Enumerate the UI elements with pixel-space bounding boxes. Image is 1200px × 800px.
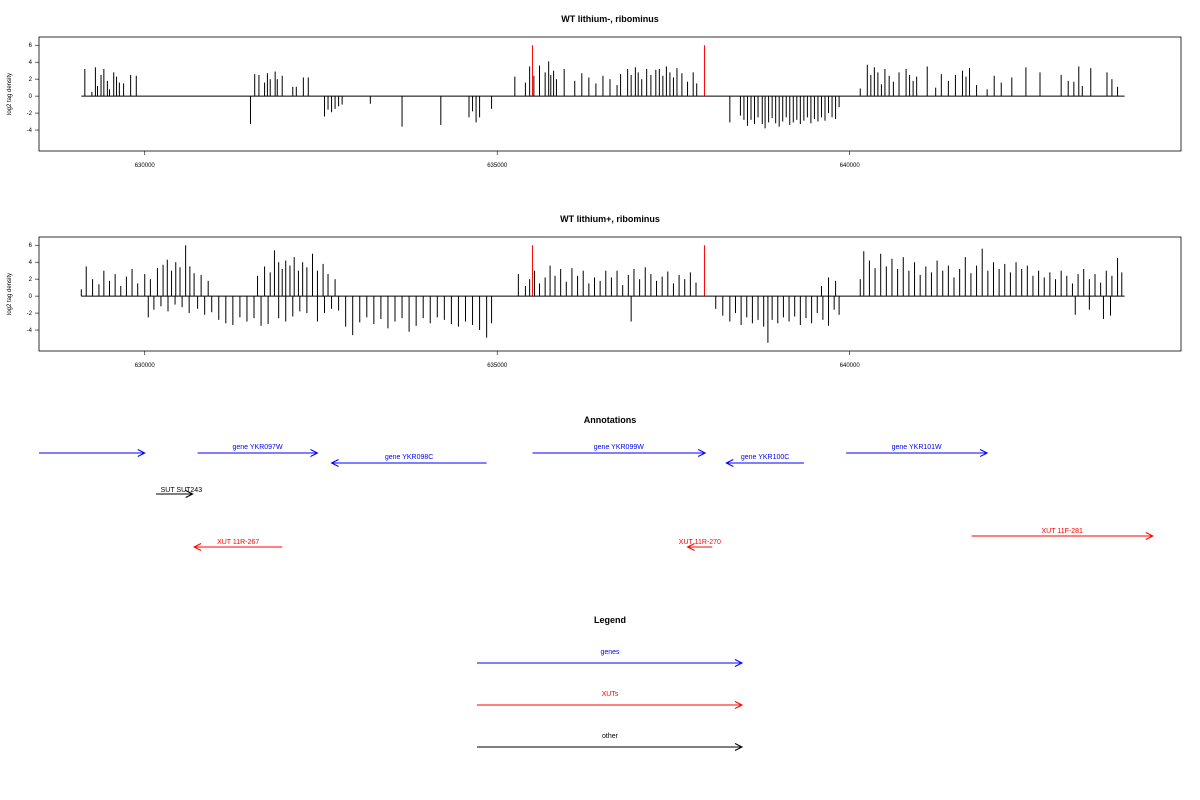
xut-label: XUT 11R-267: [217, 539, 259, 546]
legend: Legend genes XUTs other: [477, 615, 744, 751]
xut-arrow: [971, 532, 1154, 540]
legend-title: Legend: [594, 615, 626, 625]
legend-label: other: [602, 733, 619, 740]
x-axis: 630000 635000 640000: [135, 151, 861, 169]
xut-features: XUT 11R-267 XUT 11R-270 XUT 11F-281: [192, 528, 1154, 551]
y-tick-label: 6: [29, 243, 33, 249]
xut-label: XUT 11R-270: [679, 539, 721, 546]
y-tick-label: -2: [27, 311, 33, 317]
y-axis: 6 4 2 0 -2 -4: [27, 243, 39, 334]
arrow-head: [734, 659, 744, 667]
legend-item: other: [477, 733, 744, 751]
gene-arrow: [532, 449, 707, 457]
gene-label: gene YKR101W: [892, 444, 942, 451]
other-label: SUT SUT243: [161, 487, 203, 494]
xut-arrow: [686, 543, 713, 551]
legend-label: XUTs: [602, 691, 619, 698]
arrow-head: [725, 459, 734, 467]
y-axis-label: log2 tag density: [7, 73, 13, 115]
x-tick-label: 640000: [840, 163, 861, 169]
arrow-head: [686, 543, 695, 551]
gene-arrow: [846, 449, 989, 457]
x-tick-label: 635000: [487, 363, 508, 369]
arrow-head: [697, 449, 707, 457]
annotations-title: Annotations: [584, 415, 637, 425]
y-tick-label: 6: [29, 43, 33, 49]
legend-arrow: [477, 743, 744, 751]
legend-arrow: [477, 659, 744, 667]
legend-arrow: [477, 701, 744, 709]
arrow-head: [330, 459, 339, 467]
arrow-head: [734, 701, 744, 709]
y-tick-label: -2: [27, 111, 33, 117]
gene-arrow: [330, 459, 487, 467]
arrow-head: [979, 449, 989, 457]
y-tick-label: 4: [29, 260, 33, 266]
y-tick-label: 4: [29, 60, 33, 66]
other-features: SUT SUT243: [156, 487, 202, 498]
arrow-head: [1145, 532, 1154, 540]
y-tick-label: -4: [27, 328, 33, 334]
arrow-head: [137, 449, 146, 457]
y-tick-label: 2: [29, 77, 33, 83]
arrow-head: [192, 543, 202, 551]
x-tick-label: 630000: [135, 163, 156, 169]
chart-panel-lithium-plus: WT lithium+, ribominus log2 tag density …: [7, 214, 1182, 369]
xut-arrow: [192, 543, 283, 551]
y-tick-label: 2: [29, 277, 33, 283]
arrow-head: [734, 743, 744, 751]
gene-arrow: [197, 449, 319, 457]
y-axis-label: log2 tag density: [7, 273, 13, 315]
chart-title: WT lithium-, ribominus: [561, 14, 659, 24]
gene-label: gene YKR098C: [385, 454, 434, 461]
arrow-head: [310, 449, 319, 457]
y-tick-label: -4: [27, 128, 33, 134]
legend-items: genes XUTs other: [477, 649, 744, 751]
x-tick-label: 635000: [487, 163, 508, 169]
legend-label: genes: [600, 649, 620, 656]
xut-label: XUT 11F-281: [1042, 528, 1083, 535]
chart-title: WT lithium+, ribominus: [560, 214, 660, 224]
x-axis: 630000 635000 640000: [135, 351, 861, 369]
gene-arrow: [39, 449, 146, 457]
gene-label: gene YKR100C: [741, 454, 790, 461]
y-axis: 6 4 2 0 -2 -4: [27, 43, 39, 134]
gene-label: gene YKR099W: [594, 444, 644, 451]
chart-panel-lithium-minus: WT lithium-, ribominus log2 tag density …: [7, 14, 1182, 169]
y-tick-label: 0: [29, 294, 33, 300]
marker-lines: [531, 245, 705, 297]
y-tick-label: 0: [29, 94, 33, 100]
arrow-head: [185, 490, 194, 498]
bar-series: [80, 245, 1123, 343]
gene-features: gene YKR097W gene YKR098C gene YKR099W gene…: [39, 444, 989, 467]
bar-series: [84, 61, 1119, 129]
x-tick-label: 640000: [840, 363, 861, 369]
gene-label: gene YKR097W: [232, 444, 282, 451]
plot-frame: [38, 236, 1182, 352]
gene-arrow: [725, 459, 804, 467]
other-arrow: [156, 490, 194, 498]
legend-item: XUTs: [477, 691, 744, 709]
legend-item: genes: [477, 649, 744, 667]
plot-frame: [38, 36, 1182, 152]
marker-lines: [531, 45, 705, 97]
x-tick-label: 630000: [135, 363, 156, 369]
